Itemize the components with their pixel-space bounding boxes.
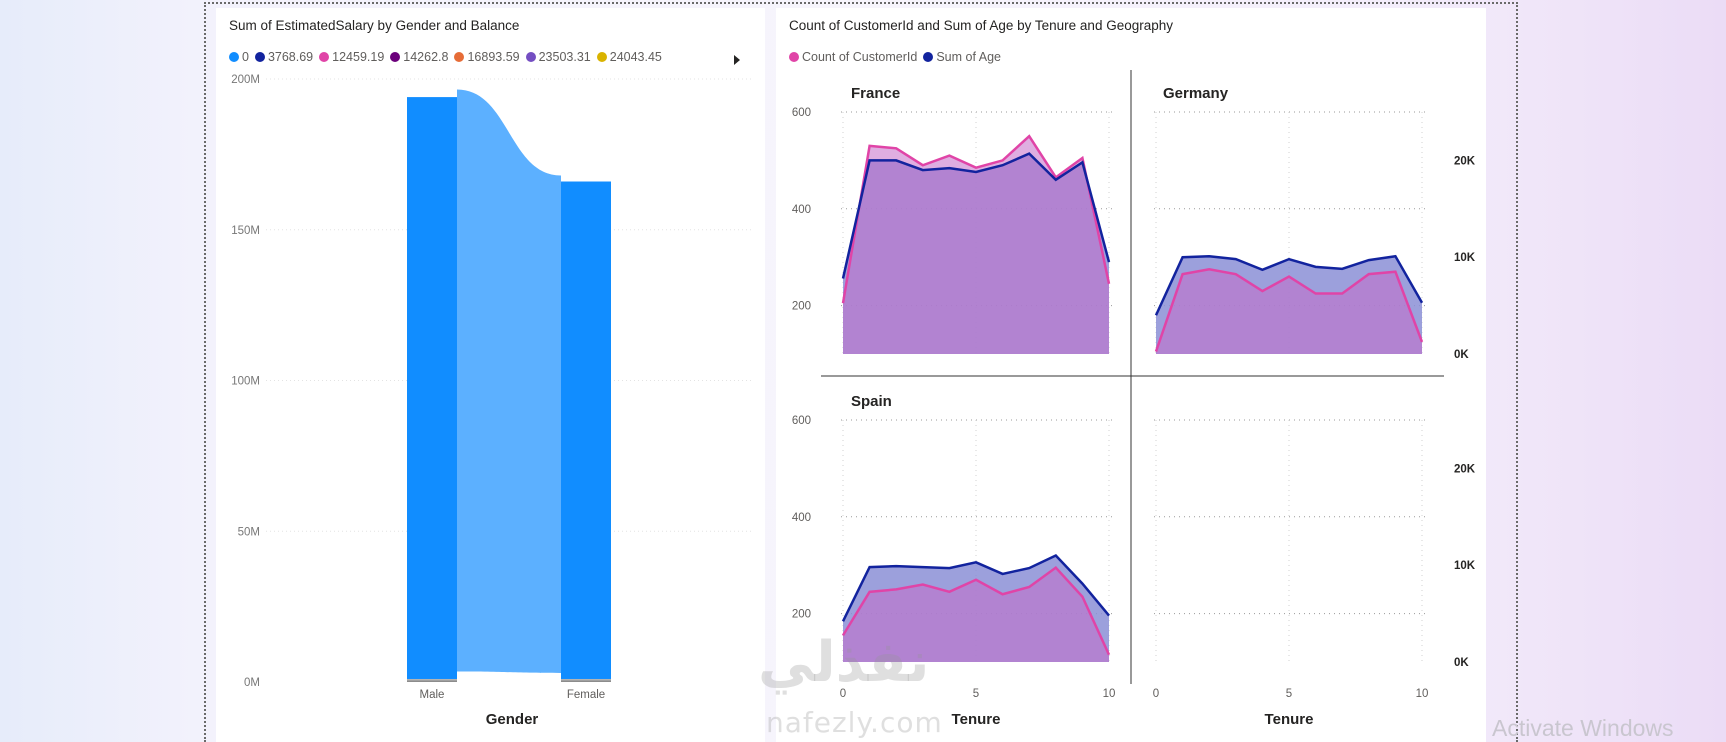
x-tick-label: 10 [1416,688,1429,700]
count-customerid-line [1154,268,1424,352]
y-tick-label: 50M [238,526,260,538]
y-tick-label: 100M [231,376,260,388]
legend-dot-icon [454,52,465,62]
legend-dot-icon [596,52,607,62]
legend-label: 23503.31 [538,50,591,64]
small-multiples-plot: 200 400 600 France 0K 10K 20K Germany 200 400 600 S… [792,70,1476,728]
x-axis-title: Tenure [952,711,1001,728]
sum-age-line [1154,254,1424,316]
count-customerid-line [841,565,1111,656]
legend-label: 3768.69 [267,50,314,64]
right-axis-tick: 0K [1454,657,1469,669]
panel-title: Spain [851,393,892,410]
left-axis-tick: 400 [792,204,811,216]
legend-dot-icon [923,52,934,62]
x-tick-label: 0 [840,688,846,700]
left-legend-item[interactable]: 23503.31 [525,50,591,64]
left-legend[interactable]: 0 3768.69 12459.19 14262.8 16893.59 23503.31 2… [229,48,668,66]
legend-next-arrow-icon[interactable] [734,55,740,65]
right-axis-tick: 20K [1454,463,1476,475]
left-axis-tick: 600 [792,415,811,427]
count-customerid-area [843,136,1109,354]
legend-label: 14262.8 [403,50,449,64]
sum-age-line [841,152,1111,279]
x-tick-label: Female [567,689,605,701]
legend-label: 16893.59 [467,50,520,64]
legend-label: 0 [242,50,249,64]
left-legend-item[interactable]: 12459.19 [319,50,384,64]
bar-segment [407,678,457,681]
small-multiples-area-visual[interactable]: Count of CustomerId and Sum of Age by Te… [776,8,1486,742]
x-tick-label: 0 [1153,688,1159,700]
legend-label: Sum of Age [936,50,1001,64]
right-legend-item[interactable]: Sum of Age [923,50,1001,64]
left-axis-tick: 600 [792,107,811,119]
y-tick-label: 200M [231,74,260,86]
bar-segment [561,680,611,682]
right-axis-tick: 10K [1454,560,1476,572]
bar-segment [561,181,611,679]
legend-dot-icon [229,52,239,62]
x-tick-label: 10 [1103,688,1116,700]
right-axis-tick: 10K [1454,252,1476,264]
legend-label: Count of CustomerId [802,50,918,64]
left-legend-item[interactable]: 3768.69 [254,50,314,64]
legend-dot-icon [319,52,330,62]
right-legend-item[interactable]: Count of CustomerId [789,50,917,64]
legend-label: 24043.45 [609,50,662,64]
report-canvas-frame [204,2,1518,742]
legend-label: 12459.19 [332,50,385,64]
count-customerid-area [843,567,1109,662]
right-legend[interactable]: Count of CustomerId Sum of Age [789,48,1007,66]
left-legend-item[interactable]: 24043.45 [596,50,662,64]
y-tick-label: 150M [231,225,260,237]
panel-title: France [851,85,900,102]
ribbon-band [457,89,561,673]
x-axis-title: Tenure [1265,711,1314,728]
nafezly-logo-arabic: نفذلي [758,630,930,695]
sum-age-line [841,554,1110,622]
activate-windows-watermark: Activate Windows [1492,715,1674,741]
legend-dot-icon [525,52,536,62]
x-tick-label: 5 [1286,688,1292,700]
bar-segment [407,680,457,682]
left-axis-tick: 200 [792,301,811,313]
count-customerid-line [841,134,1111,304]
legend-dot-icon [390,52,401,62]
x-axis-title: Gender [486,711,539,728]
nafezly-logo-latin: nafezly.com [766,706,943,739]
bar-segment [407,97,457,679]
left-axis-tick: 400 [792,512,811,524]
left-legend-item[interactable]: 14262.8 [390,50,448,64]
bar-segment [561,678,611,681]
right-axis-tick: 20K [1454,155,1476,167]
count-customerid-area [1156,269,1422,354]
right-visual-title: Count of CustomerId and Sum of Age by Te… [789,18,1173,33]
left-axis-tick: 200 [792,609,811,621]
ribbon-chart-visual[interactable]: Sum of EstimatedSalary by Gender and Bal… [216,8,765,742]
x-tick-label: 5 [973,688,979,700]
left-visual-title: Sum of EstimatedSalary by Gender and Bal… [229,18,520,33]
left-legend-item[interactable]: 16893.59 [454,50,520,64]
legend-dot-icon [254,52,265,62]
y-tick-label: 0M [244,677,260,689]
right-axis-tick: 0K [1454,349,1469,361]
legend-dot-icon [789,52,799,62]
left-legend-item[interactable]: 0 [229,50,249,64]
x-tick-label: Male [420,689,445,701]
panel-title: Germany [1163,85,1229,102]
ribbon-chart-plot: 0M 50M 100M 150M 200M Male Female Gender [231,74,753,728]
